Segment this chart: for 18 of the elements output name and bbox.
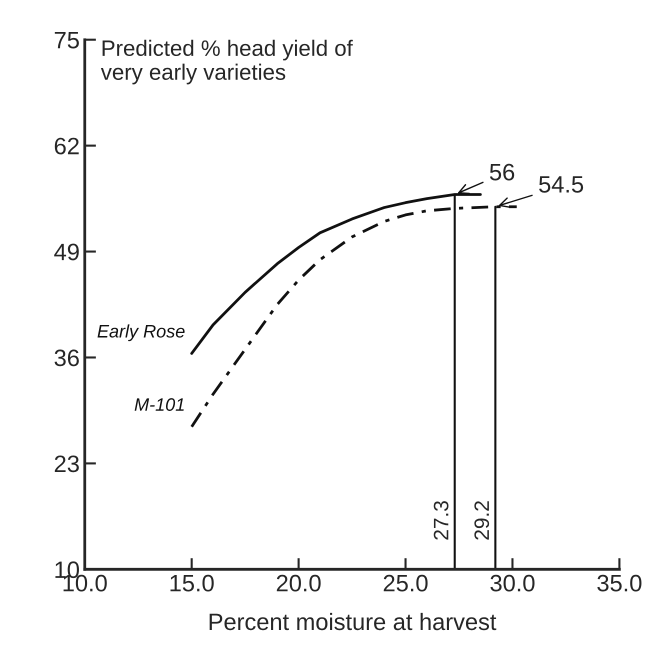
annotation: 54.5 [539, 176, 584, 193]
y-tick-label: 62 [54, 138, 79, 154]
annotation: 56 [490, 164, 514, 180]
y-tick-label: 75 [54, 32, 79, 49]
x-tick-label: 20.0 [276, 574, 321, 592]
x-tick-label: 35.0 [597, 574, 642, 592]
x-tick-label: 30.0 [490, 574, 535, 592]
x-tick-label: 25.0 [384, 574, 428, 592]
text: Predicted % head yield of very early varieties [100, 40, 353, 84]
y-tick-label: 36 [54, 350, 79, 366]
series-label: M-101 [134, 398, 184, 411]
x-tick-label: 15.0 [170, 574, 214, 592]
ref-line-label: 27.3 [434, 501, 448, 540]
ref-line-label: 29.2 [474, 501, 490, 540]
x-axis-title: Percent moisture at harvest [210, 612, 496, 630]
y-tick-label: 49 [54, 244, 79, 260]
y-tick-label: 23 [54, 455, 79, 472]
series-label: Early Rose [98, 324, 185, 342]
